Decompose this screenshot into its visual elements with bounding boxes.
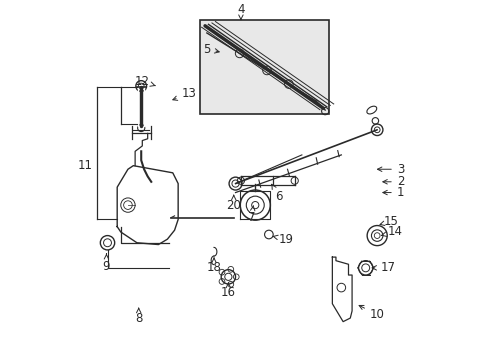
Text: 5: 5	[203, 42, 219, 55]
Text: 14: 14	[381, 225, 402, 238]
Text: 9: 9	[102, 254, 110, 273]
Text: 11: 11	[77, 159, 92, 172]
Text: 15: 15	[379, 215, 398, 228]
Text: 8: 8	[135, 308, 142, 325]
Text: 12: 12	[135, 75, 155, 88]
Text: 2: 2	[382, 175, 404, 188]
Text: 19: 19	[272, 233, 293, 246]
Text: 13: 13	[172, 87, 196, 100]
Bar	[199, 21, 328, 114]
Text: 6: 6	[271, 184, 282, 203]
Text: 1: 1	[382, 186, 404, 199]
Text: 20: 20	[226, 195, 241, 212]
Text: 10: 10	[358, 305, 384, 321]
Text: 17: 17	[371, 261, 395, 274]
Text: 3: 3	[377, 163, 404, 176]
Text: 16: 16	[221, 283, 235, 300]
Text: 7: 7	[247, 206, 255, 224]
Text: 4: 4	[237, 3, 244, 19]
Text: 18: 18	[206, 258, 221, 274]
